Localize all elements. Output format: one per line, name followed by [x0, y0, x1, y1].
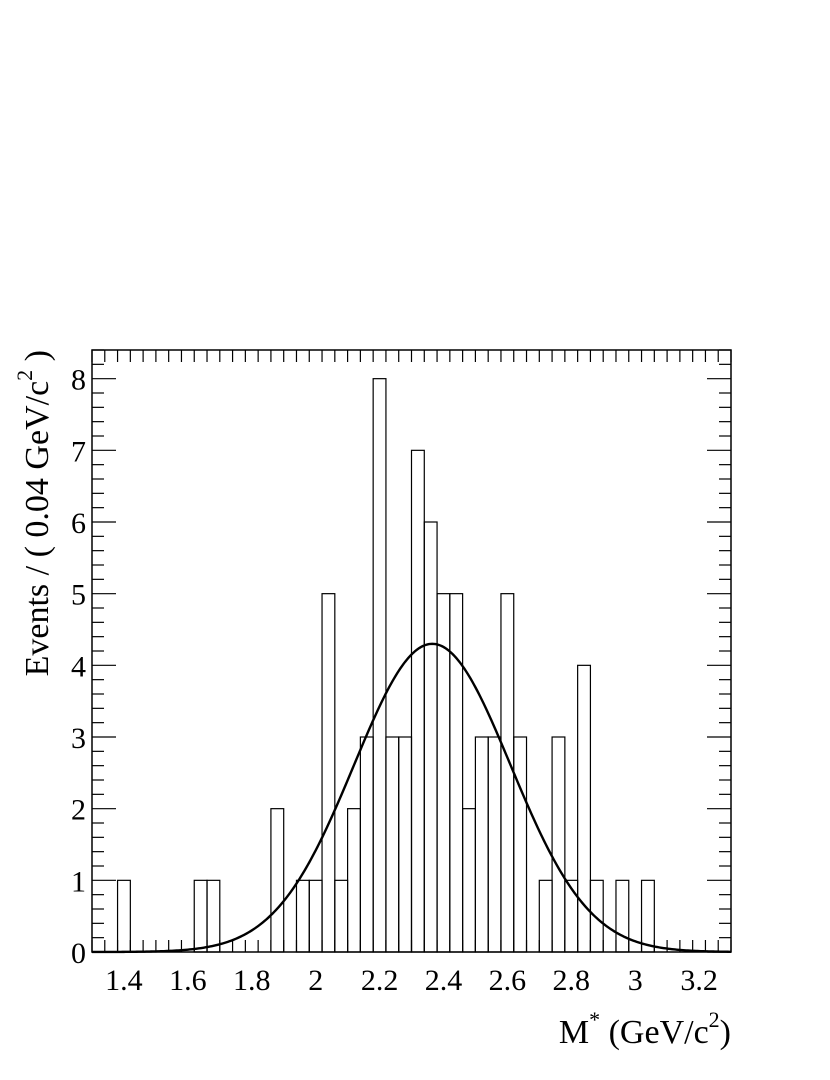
y-tick-label: 6: [71, 507, 86, 540]
x-tick-label: 1.4: [105, 964, 143, 997]
histogram-bin: [372, 378, 387, 953]
x-axis-ticks: [91, 350, 732, 952]
y-axis-ticks: [92, 349, 731, 953]
histogram-bin: [359, 736, 374, 953]
histogram-bin: [206, 879, 221, 953]
histogram-bin: [500, 593, 515, 953]
histogram-bin: [308, 879, 323, 953]
y-tick-label: 0: [71, 937, 86, 970]
x-tick-label: 1.6: [169, 964, 207, 997]
histogram-bin: [551, 736, 566, 953]
histogram-bin: [347, 808, 361, 953]
histogram-bin: [462, 808, 476, 953]
histogram-bin: [564, 879, 579, 953]
histogram-bin: [538, 879, 553, 953]
fit-curve: [91, 642, 732, 954]
histogram-bin: [423, 521, 438, 953]
x-axis-title-sup: *: [589, 1007, 600, 1032]
histogram-bin: [270, 808, 285, 953]
x-tick-label: 2.4: [425, 964, 463, 997]
y-axis-title-prefix: Events / ( 0.04 GeV/c: [19, 381, 56, 677]
histogram-bin: [487, 736, 502, 953]
histogram-bin: [398, 736, 413, 953]
histogram-bin: [334, 879, 349, 953]
y-axis-title: Events / ( 0.04 GeV/c2 ): [12, 350, 56, 676]
y-axis-title-suffix: ): [19, 350, 56, 370]
x-axis-title-unit-sup: 2: [709, 1007, 720, 1032]
y-tick-labels: 0 1 2 3 4 5 6 7 8: [71, 364, 86, 970]
fit-curve-group: [91, 642, 732, 954]
x-axis-title: M* (GeV/c2): [559, 1007, 731, 1051]
x-tick-label: 3.2: [680, 964, 718, 997]
histogram-bin: [589, 879, 604, 953]
histogram-bin: [513, 736, 528, 953]
x-tick-label: 1.8: [233, 964, 271, 997]
y-tick-label: 5: [71, 579, 86, 612]
x-tick-label: 2.2: [361, 964, 399, 997]
x-axis-title-base: M: [559, 1014, 589, 1051]
histogram-bars: [116, 378, 655, 953]
y-tick-label: 3: [71, 722, 86, 755]
x-tick-label: 2.8: [553, 964, 591, 997]
histogram-bin: [410, 449, 425, 953]
y-tick-label: 2: [71, 794, 86, 827]
x-axis-title-unit-open: (GeV/c: [600, 1014, 709, 1051]
y-tick-label: 7: [71, 435, 86, 468]
histogram-bin: [474, 736, 489, 953]
histogram-bin: [615, 879, 630, 953]
x-tick-label: 3: [628, 964, 643, 997]
x-tick-labels: 1.4 1.6 1.8 2 2.2 2.4 2.6 2.8 3 3.2: [105, 964, 718, 997]
histogram-bin: [385, 736, 400, 953]
histogram-bin: [116, 879, 131, 953]
histogram-bin: [449, 593, 464, 953]
y-tick-label: 4: [71, 650, 86, 683]
y-tick-label: 1: [71, 865, 86, 898]
y-axis-title-sup: 2: [12, 370, 37, 381]
x-tick-label: 2.6: [489, 964, 527, 997]
x-tick-label: 2: [308, 964, 323, 997]
x-axis-title-unit-close: ): [720, 1014, 731, 1051]
histogram-bin: [640, 879, 655, 953]
histogram-bin: [193, 879, 208, 953]
y-tick-label: 8: [71, 364, 86, 397]
histogram-bin: [295, 879, 310, 953]
histogram-bin: [321, 593, 336, 953]
